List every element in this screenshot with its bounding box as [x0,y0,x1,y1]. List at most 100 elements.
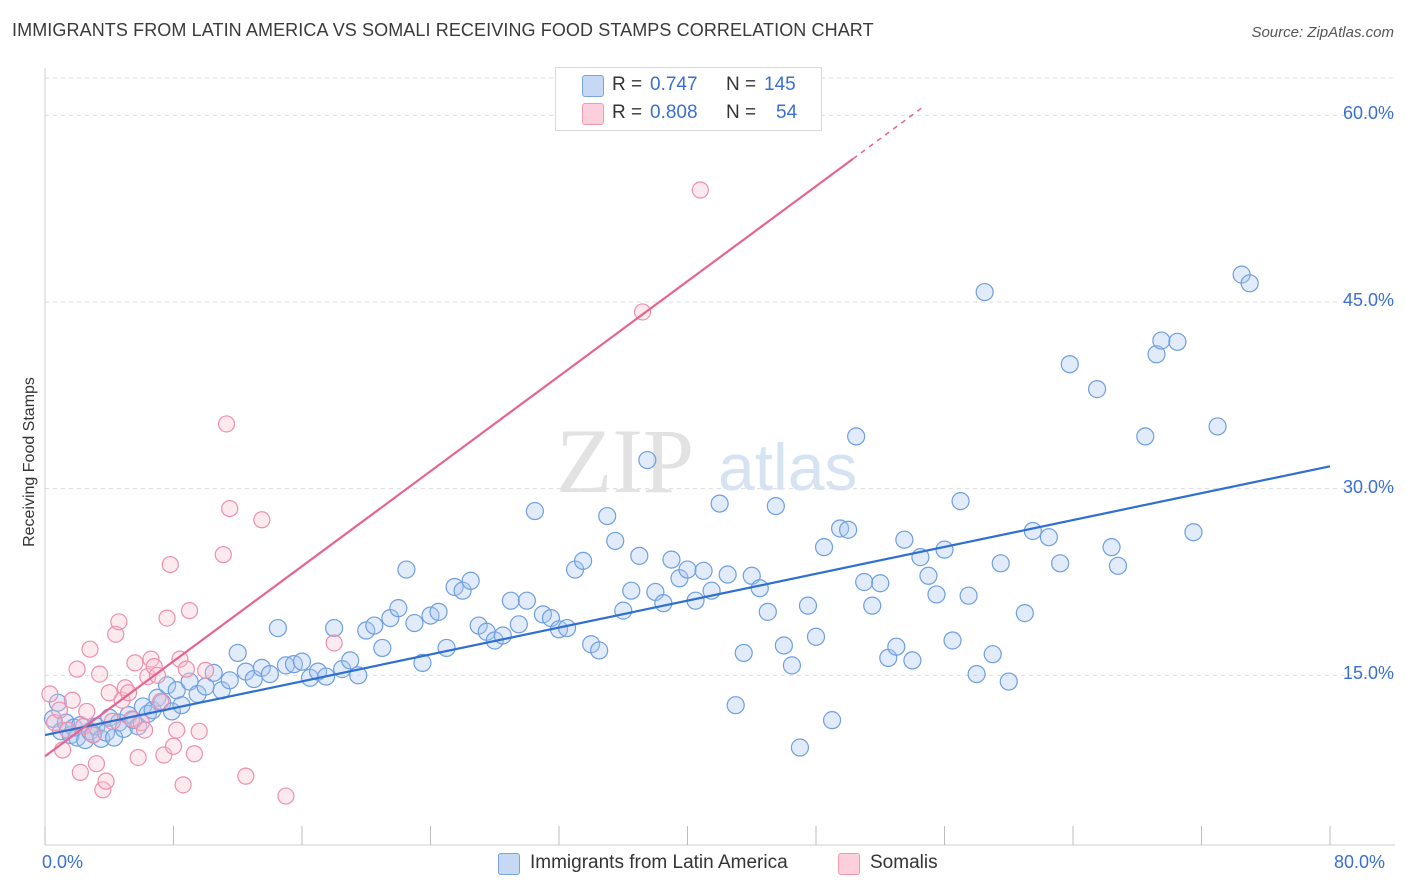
legend-row-somalis: R = 0.808 N = 54 [556,100,821,128]
data-point-latin-america [598,506,617,526]
legend-swatch-pink [582,103,604,125]
data-point-latin-america [959,586,978,605]
data-point-latin-america [622,581,641,600]
data-point-somalis [185,745,203,763]
y-tick-label: 30.0% [1342,476,1394,497]
data-point-latin-america [1015,604,1034,623]
legend-row-latin-america: R = 0.747 N = 145 [556,72,821,100]
data-point-latin-america [1039,528,1059,547]
data-point-latin-america [606,531,625,551]
source-label: Source: ZipAtlas.com [1251,24,1394,41]
data-point-latin-america [806,627,826,646]
data-point-somalis [164,737,183,755]
data-point-latin-america [782,656,802,675]
data-point-latin-america [341,651,360,670]
data-point-latin-america [630,546,649,565]
data-point-somalis [237,767,255,785]
data-point-latin-america [943,631,962,650]
data-point-latin-america [847,427,866,446]
data-point-latin-america [1184,523,1203,542]
data-point-latin-america [863,596,882,615]
data-point-latin-america [397,560,416,579]
data-point-latin-america [1108,556,1128,575]
trend-line-somalis-extension [852,104,926,160]
data-point-latin-america [919,566,938,585]
data-point-latin-america [678,560,697,579]
data-point-latin-america [774,636,793,655]
data-point-latin-america [654,594,673,613]
data-point-latin-america [790,738,810,757]
trend-line-somalis [44,158,854,758]
x-tick-label-min: 0.0% [42,852,84,872]
data-point-somalis [325,634,343,652]
legend-r-label: R = [612,102,643,123]
data-point-somalis [633,303,652,321]
data-point-latin-america [437,638,456,658]
legend-r-label: R = [612,74,643,95]
data-point-latin-america [822,711,842,730]
data-point-somalis [91,665,109,683]
data-point-latin-america [509,615,528,634]
data-point-latin-america [638,450,657,470]
data-point-somalis [71,763,89,782]
data-point-latin-america [839,520,858,539]
data-point-somalis [152,692,170,711]
data-point-latin-america [260,664,279,684]
data-point-somalis [87,755,106,773]
data-point-latin-america [590,641,609,660]
legend-label: Immigrants from Latin America [530,852,788,873]
data-point-somalis [110,613,128,631]
data-point-latin-america [1152,331,1171,350]
data-point-latin-america [758,602,777,621]
data-point-latin-america [895,530,914,549]
data-point-somalis [161,555,179,574]
data-point-somalis [190,722,208,740]
series-somalis-points [41,181,709,805]
data-point-latin-america [1060,355,1079,374]
data-point-somalis [97,772,115,790]
legend-n-label: N = [726,102,757,123]
data-point-somalis [135,721,154,739]
x-tick-label-max: 80.0% [1334,852,1386,872]
data-point-somalis [691,181,709,199]
data-point-somalis [277,787,295,805]
data-point-latin-america [1147,345,1166,364]
legend-n-label: N = [726,74,757,95]
y-tick-label: 15.0% [1342,663,1394,684]
data-point-somalis [50,701,69,719]
data-point-latin-america [1051,554,1070,573]
data-point-latin-america [405,613,424,633]
data-point-latin-america [92,729,111,748]
data-point-latin-america [798,596,818,615]
data-point-latin-america [967,664,986,684]
data-point-latin-america [734,643,753,663]
axes [44,68,1395,846]
trend-lines [44,104,1331,758]
data-point-latin-america [413,653,432,672]
data-point-latin-america [814,538,834,557]
data-point-latin-america [228,643,247,663]
watermark-atlas: atlas [718,430,857,504]
data-point-latin-america [268,618,288,638]
data-point-latin-america [855,572,874,592]
y-axis-label: Receiving Food Stamps [21,377,38,547]
legend-swatch-blue [498,853,520,875]
data-point-somalis [221,499,239,518]
data-point-latin-america [1102,538,1121,557]
data-point-somalis [81,640,99,658]
legend-swatch-pink [838,853,860,875]
data-point-latin-america [325,618,344,638]
data-point-latin-america [975,282,994,302]
legend-swatch-blue [582,75,604,97]
data-point-somalis [63,691,81,709]
chart-title: IMMIGRANTS FROM LATIN AMERICA VS SOMALI … [12,20,874,40]
data-point-latin-america [766,496,785,516]
data-point-latin-america [461,571,480,590]
data-point-latin-america [991,554,1010,573]
data-point-latin-america [1208,417,1227,436]
data-point-somalis [214,546,232,564]
legend-label: Somalis [870,852,938,873]
data-point-latin-america [951,492,970,511]
data-point-latin-america [614,601,633,620]
